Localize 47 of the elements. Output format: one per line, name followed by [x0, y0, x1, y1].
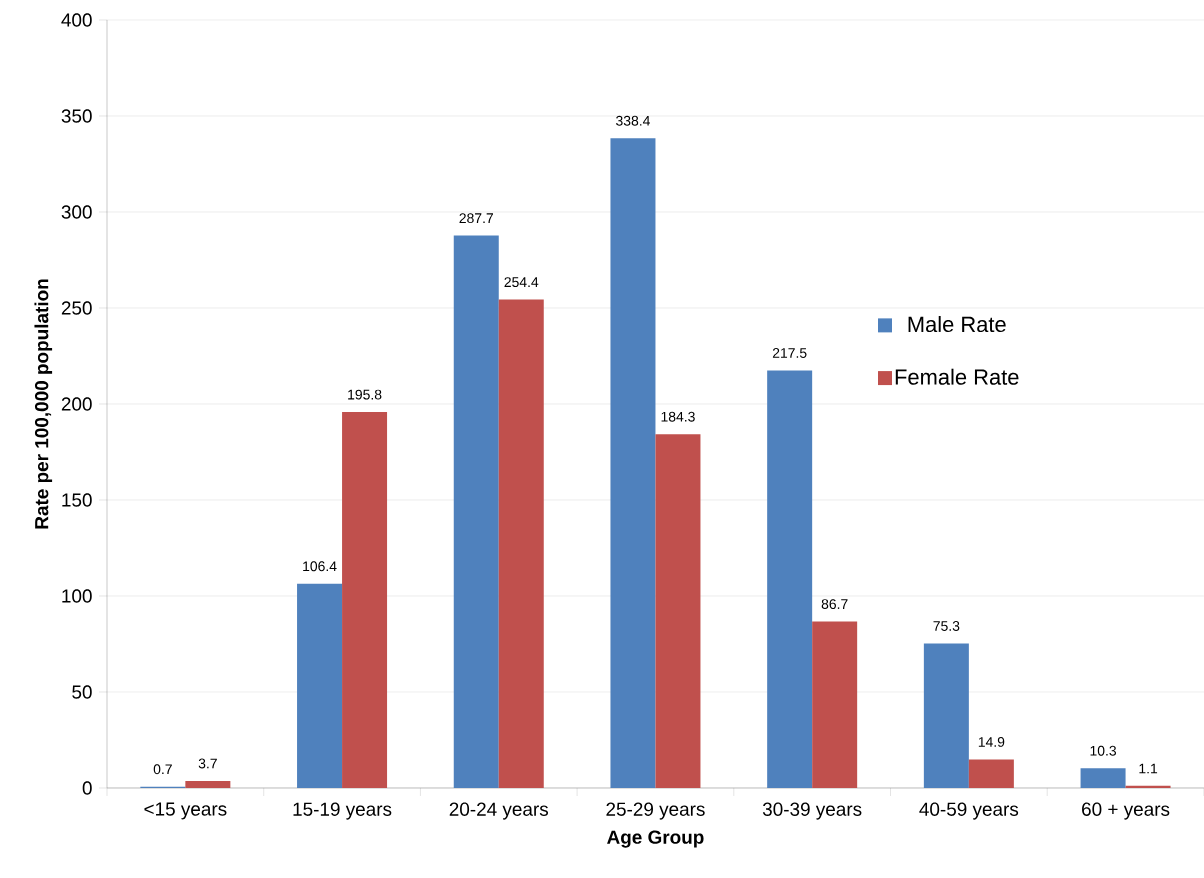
data-label: 10.3	[1090, 745, 1117, 756]
bar	[498, 299, 544, 788]
bar	[968, 759, 1014, 788]
data-label: 14.9	[978, 736, 1005, 747]
bar	[812, 621, 858, 788]
y-axis-title: Rate per 100,000 population	[34, 279, 53, 529]
y-tick-label: 50	[72, 685, 92, 699]
y-tick-label: 150	[62, 493, 92, 507]
x-tick-label: 15-19 years	[293, 802, 392, 820]
data-label: 0.7	[153, 764, 172, 775]
data-label: 106.4	[303, 561, 337, 572]
legend-label: Male Rate	[908, 316, 1006, 333]
data-label: 195.8	[348, 389, 382, 400]
x-tick-label: 25-29 years	[606, 802, 705, 820]
data-label: 75.3	[933, 621, 960, 631]
x-tick-label: 30-39 years	[762, 802, 862, 820]
data-label: 1.1	[1139, 763, 1158, 774]
x-axis-title: Age Group	[607, 830, 704, 848]
data-label: 86.7	[821, 599, 848, 610]
y-tick-label: 250	[61, 301, 92, 315]
bar	[923, 643, 969, 788]
x-tick-label: <15 years	[144, 802, 227, 820]
bar	[453, 235, 499, 788]
data-label: 184.3	[661, 411, 695, 422]
bar	[342, 412, 388, 788]
y-tick-label: 200	[61, 397, 92, 411]
data-label: 217.5	[772, 347, 807, 358]
data-label: 287.7	[459, 213, 494, 224]
y-tick-label: 0	[82, 781, 92, 795]
bar	[1125, 785, 1171, 788]
legend-label: Female Rate	[895, 368, 1019, 385]
y-tick-label: 300	[61, 205, 92, 219]
y-tick-label: 100	[62, 589, 92, 603]
x-tick-label: 20-24 years	[449, 802, 549, 820]
x-tick-label: 60 + years	[1082, 802, 1170, 820]
bar	[655, 434, 701, 788]
data-label: 338.4	[616, 115, 650, 126]
x-tick-label: 40-59 years	[919, 802, 1019, 820]
data-label: 3.7	[198, 758, 217, 769]
y-tick-label: 350	[61, 109, 92, 123]
data-label: 254.4	[504, 277, 539, 288]
bar	[610, 138, 656, 788]
bar	[297, 583, 343, 788]
y-tick-label: 400	[61, 13, 92, 27]
bar	[1080, 768, 1126, 788]
bar	[185, 780, 231, 788]
bar	[767, 370, 813, 788]
